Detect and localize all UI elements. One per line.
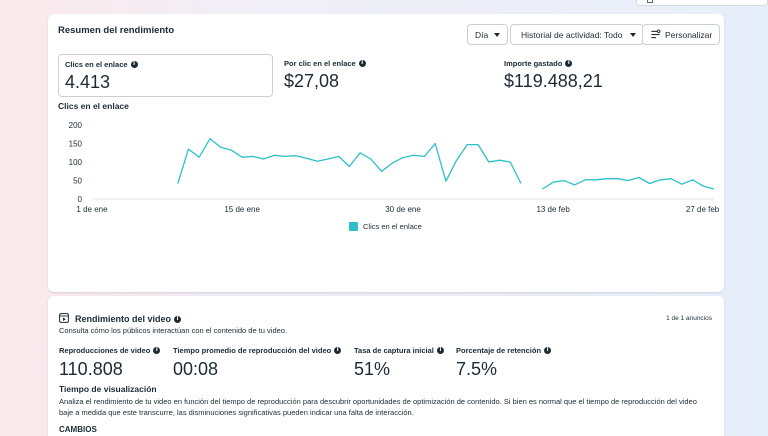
metric-value: 00:08	[173, 359, 219, 379]
history-label: Historial de actividad: Todo	[521, 29, 623, 40]
x-tick-label: 1 de ene	[76, 205, 108, 214]
customize-icon	[651, 29, 661, 39]
metric-label-wrap: Por clic en el enlace i	[284, 59, 366, 68]
card-title: Resumen del rendimiento	[58, 25, 175, 36]
watch-time-description: Analiza el rendimiento de tu video en fu…	[59, 397, 697, 417]
metric-link-clicks[interactable]: Clics en el enlace i 4.413	[58, 54, 273, 97]
video-title-wrap: Rendimiento del video i	[75, 314, 182, 324]
y-tick-label: 150	[69, 140, 83, 149]
info-icon[interactable]: i	[565, 60, 573, 67]
video-metric-avg-play-time[interactable]: Tiempo promedio de reproducción del vide…	[173, 346, 342, 380]
video-metric-retention[interactable]: Porcentaje de retención i 7.5%	[456, 346, 552, 380]
metric-cost-per-click[interactable]: Por clic en el enlace i $27,08	[278, 54, 493, 97]
metric-value: $119.488,21	[504, 71, 603, 91]
info-icon[interactable]: i	[334, 347, 342, 354]
metric-label-wrap: Porcentaje de retención i	[456, 346, 552, 355]
info-icon[interactable]: i	[436, 347, 444, 354]
metric-label-wrap: Tiempo promedio de reproducción del vide…	[173, 346, 342, 355]
video-performance-card: Rendimiento del video i Consulta cómo los…	[48, 296, 724, 436]
metric-label: Clics en el enlace	[65, 60, 128, 69]
info-icon[interactable]: i	[130, 61, 138, 68]
video-metric-hook-rate[interactable]: Tasa de captura inicial i 51%	[354, 346, 444, 380]
metric-label: Porcentaje de retención	[456, 346, 542, 355]
watch-time-title: Tiempo de visualización	[59, 384, 157, 394]
x-tick-label: 27 de feb	[686, 205, 720, 214]
customize-button[interactable]: Personalizar	[642, 24, 721, 45]
ad-count: 1 de 1 anuncios	[666, 315, 712, 322]
metric-label: Reproducciones de video	[59, 346, 151, 355]
metric-label-wrap: Importe gastado i	[504, 59, 573, 68]
link-clicks-chart: 0 50 100 150 200 1 de ene 15 de ene 30 de ene 13…	[69, 121, 720, 214]
granularity-label: Día	[475, 29, 489, 40]
info-icon[interactable]: i	[358, 60, 366, 67]
metric-label-wrap: Reproducciones de video i	[59, 346, 161, 355]
metric-value: 7.5%	[456, 359, 498, 379]
calendar-icon	[647, 0, 653, 3]
info-icon[interactable]: i	[544, 347, 552, 354]
caret-down-icon	[494, 32, 501, 37]
series-line	[177, 138, 522, 184]
changes-label: CAMBIOS	[59, 425, 97, 434]
metric-label: Importe gastado	[504, 59, 563, 68]
legend-label: Clics en el enlace	[363, 222, 422, 231]
video-subtitle: Consulta cómo los públicos interactúan c…	[59, 326, 288, 335]
info-icon[interactable]: i	[174, 315, 182, 323]
y-tick-label: 100	[69, 158, 83, 167]
info-icon[interactable]: i	[153, 347, 161, 354]
customize-label: Personalizar	[665, 29, 713, 40]
metric-label: Tiempo promedio de reproducción del vide…	[173, 346, 332, 355]
x-tick-label: 15 de ene	[224, 205, 260, 214]
metric-label-wrap: Clics en el enlace i	[65, 60, 138, 69]
y-tick-label: 50	[73, 177, 82, 186]
video-metric-plays[interactable]: Reproducciones de video i 110.808	[59, 346, 161, 380]
chart-title: Clics en el enlace	[58, 101, 129, 111]
metric-amount-spent[interactable]: Importe gastado i $119.488,21	[498, 54, 713, 97]
x-tick-label: 13 de feb	[536, 205, 570, 214]
chart-legend[interactable]: Clics en el enlace	[349, 222, 422, 231]
metric-value: 51%	[354, 359, 391, 379]
caret-down-icon	[630, 32, 637, 37]
metric-value: $27,08	[284, 71, 340, 91]
metric-label: Por clic en el enlace	[284, 59, 356, 68]
granularity-dropdown[interactable]: Día	[467, 24, 509, 45]
metric-value: 110.808	[59, 359, 123, 379]
metric-value: 4.413	[65, 72, 111, 92]
metric-label-wrap: Tasa de captura inicial i	[354, 346, 444, 355]
performance-summary-card: Resumen del rendimiento Día Historial de…	[48, 14, 724, 292]
y-tick-label: 0	[78, 195, 83, 204]
legend-swatch	[349, 222, 358, 231]
y-tick-label: 200	[69, 121, 83, 130]
top-toolbar-fragment[interactable]	[636, 0, 768, 6]
video-title: Rendimiento del video	[75, 314, 172, 324]
x-tick-label: 30 de ene	[385, 205, 421, 214]
video-icon	[59, 313, 69, 323]
metric-label: Tasa de captura inicial	[354, 346, 434, 355]
series-line	[542, 176, 715, 190]
